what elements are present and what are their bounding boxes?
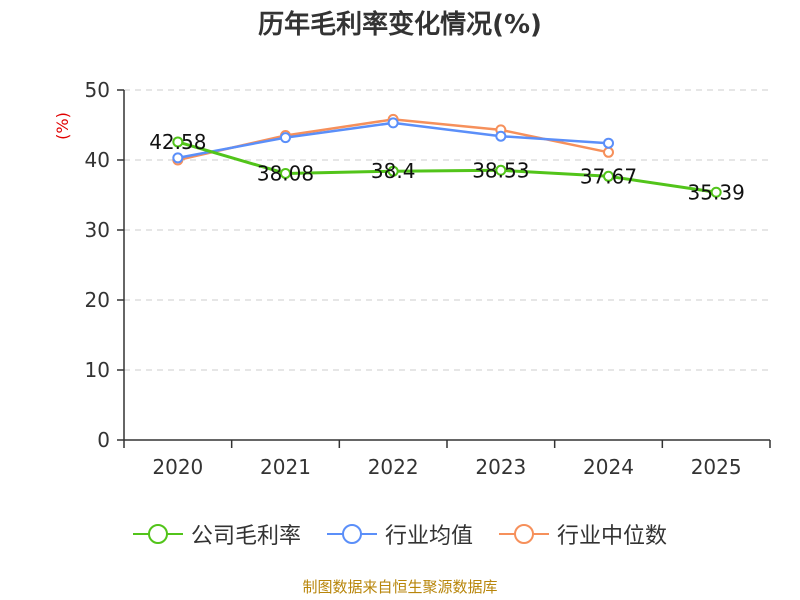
legend: 公司毛利率 行业均值 行业中位数 xyxy=(0,518,800,550)
series-0-point-4 xyxy=(603,170,614,182)
series-line-0 xyxy=(177,140,717,194)
series-0-point-1 xyxy=(280,167,291,179)
data-label-4: 37.67 xyxy=(580,164,637,188)
tick-label-y-0: 0 xyxy=(97,428,110,452)
tick-label-y-10: 10 xyxy=(85,358,110,382)
data-labels: 42.58 38.08 38.4 38.53 37.67 35.39 xyxy=(149,130,745,204)
series-0-point-2 xyxy=(387,165,399,177)
tick-label-x-2021: 2021 xyxy=(260,455,311,479)
y-axis-unit-label: (%) xyxy=(53,112,72,140)
series-0-point-3 xyxy=(495,164,507,176)
data-label-0: 42.58 xyxy=(149,130,206,154)
grid-lines xyxy=(124,89,770,371)
series-1-point-3 xyxy=(495,130,507,142)
series-0-point-0 xyxy=(172,136,184,148)
series-1-point-1 xyxy=(280,132,291,144)
tick-label-x-2022: 2022 xyxy=(368,455,419,479)
legend-label-industry-median: 行业中位数 xyxy=(557,524,668,549)
series-1-point-2 xyxy=(387,117,399,129)
legend-item-industry-avg[interactable]: 行业均值 xyxy=(326,518,473,550)
legend-item-industry-median[interactable]: 行业中位数 xyxy=(499,518,667,550)
data-label-2: 38.4 xyxy=(371,159,416,183)
data-label-1: 38.08 xyxy=(257,161,314,185)
legend-label-industry-avg: 行业均值 xyxy=(384,524,473,549)
tick-label-y-20: 20 xyxy=(85,288,110,312)
legend-swatch-company xyxy=(132,524,183,544)
legend-swatch-industry-median xyxy=(499,524,549,544)
series-0-point-5 xyxy=(710,186,722,198)
data-label-5: 35.39 xyxy=(688,180,745,204)
tick-label-x-2025: 2025 xyxy=(691,455,742,479)
tick-label-y-30: 30 xyxy=(85,218,110,242)
tick-label-y-50: 50 xyxy=(85,78,110,102)
source-note: 制图数据来自恒生聚源数据库 xyxy=(302,578,498,596)
series-1-point-4 xyxy=(603,137,614,149)
tick-label-x-2024: 2024 xyxy=(583,455,634,479)
data-label-3: 38.53 xyxy=(472,158,529,182)
series-lines xyxy=(172,113,722,198)
legend-swatch-industry-avg xyxy=(326,524,377,544)
series-2-point-4 xyxy=(603,146,614,158)
tick-label-y-40: 40 xyxy=(85,148,110,172)
chart-title: 历年毛利率变化情况(%) xyxy=(258,10,542,40)
legend-label-company: 公司毛利率 xyxy=(190,524,301,549)
axes: 0 10 20 30 40 50 2020 2021 2022 2023 2024 2025 xyxy=(85,78,771,479)
legend-item-company[interactable]: 公司毛利率 xyxy=(132,518,301,550)
series-1-point-0 xyxy=(172,152,184,164)
tick-label-x-2020: 2020 xyxy=(152,455,203,479)
tick-label-x-2023: 2023 xyxy=(475,455,526,479)
